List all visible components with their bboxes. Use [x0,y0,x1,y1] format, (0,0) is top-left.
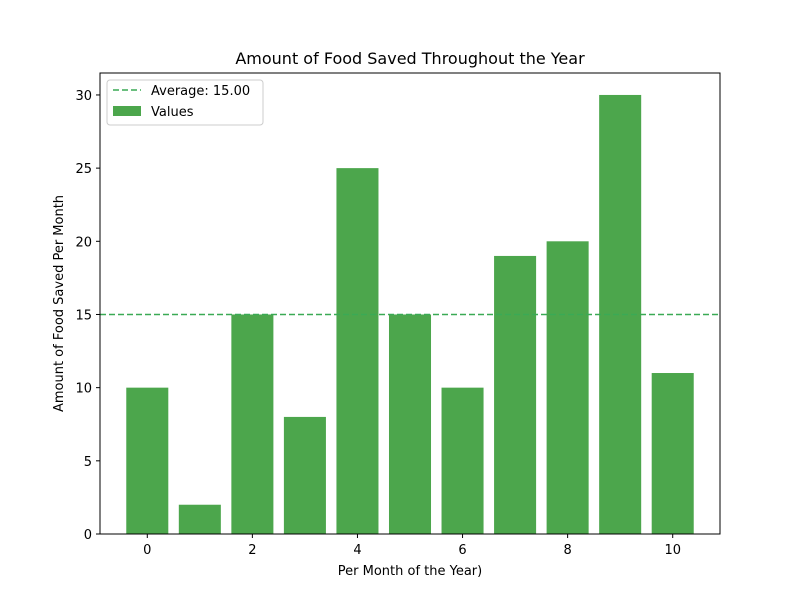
x-tick-label: 0 [143,543,151,558]
legend-values-label: Values [151,105,194,120]
bar [126,387,169,534]
legend: Average: 15.00 Values [106,79,264,126]
x-axis: 0 2 4 6 8 10 [143,534,681,558]
bar [651,373,694,534]
bar [441,387,484,534]
x-axis-label: Per Month of the Year) [338,564,482,579]
y-tick-label: 5 [84,455,92,470]
x-tick-label: 10 [664,543,681,558]
bar [388,314,432,534]
legend-values-swatch [113,106,141,116]
y-tick-label: 0 [84,528,92,543]
y-tick-label: 20 [75,235,92,250]
y-tick-label: 10 [75,382,92,397]
y-tick-label: 15 [75,308,92,323]
y-tick-label: 25 [75,162,92,177]
bar [336,168,379,534]
bar [178,504,221,534]
y-tick-label: 30 [75,89,92,104]
y-axis-label: Amount of Food Saved Per Month [52,195,67,412]
y-axis: 0 5 10 15 20 25 30 [75,89,100,543]
bar [546,241,589,535]
x-tick-label: 6 [458,543,466,558]
bar [231,314,274,534]
x-tick-label: 8 [563,543,571,558]
bar [494,255,537,534]
x-tick-label: 4 [353,543,361,558]
legend-average-label: Average: 15.00 [151,84,250,99]
legend-box [106,79,264,126]
bar [283,416,326,534]
chart-title: Amount of Food Saved Throughout the Year [235,49,585,68]
plot-frame [99,72,721,535]
x-tick-label: 2 [248,543,256,558]
